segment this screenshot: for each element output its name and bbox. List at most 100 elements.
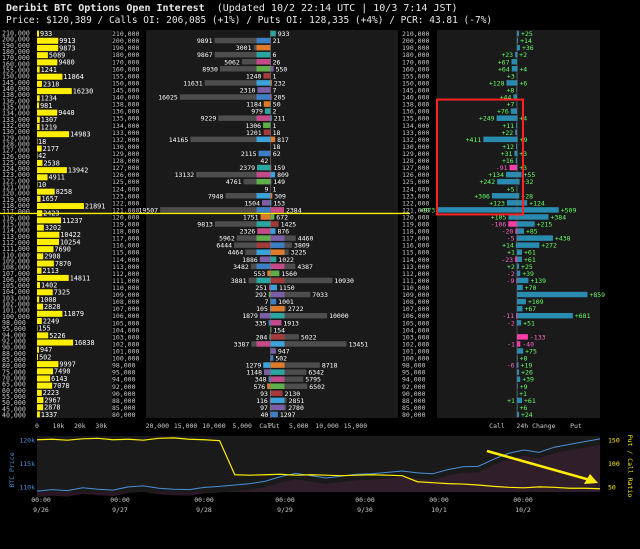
strike-label-right: 145,000 xyxy=(402,86,429,94)
put-change-bar xyxy=(517,277,529,284)
put-bar-recent xyxy=(270,30,276,37)
put-change-bar xyxy=(517,242,540,248)
put-change-label: +681 xyxy=(575,312,591,320)
strike-label-left: 104,000 xyxy=(2,288,30,296)
call-bar-recent xyxy=(257,228,271,234)
strike-label-right: 104,000 xyxy=(402,326,429,334)
put-oi-label: 933 xyxy=(278,30,290,38)
put-change-bar xyxy=(517,298,526,305)
strike-label-left: 135,000 xyxy=(2,103,30,111)
call-change-label: -91 xyxy=(496,164,508,172)
put-oi-label: 502 xyxy=(275,355,287,363)
callput-xtick: 5,000 xyxy=(289,422,309,430)
total-oi-value: 981 xyxy=(40,102,52,110)
total-oi-value: 9440 xyxy=(58,109,74,117)
call-bar xyxy=(196,171,271,178)
strike-label-mid: 108,000 xyxy=(112,298,139,306)
strike-label-left: 92,000 xyxy=(2,338,26,346)
put-change-bar xyxy=(517,270,521,277)
trend-arrow xyxy=(486,449,591,482)
put-oi-label: 26 xyxy=(273,58,281,66)
total-oi-bar xyxy=(37,109,58,116)
call-bar-recent xyxy=(257,87,271,93)
strike-label-mid: 118,000 xyxy=(112,228,139,236)
call-change-label: -9 xyxy=(506,277,514,285)
total-oi-bar xyxy=(37,346,40,353)
put-oi-label: 18 xyxy=(273,129,281,137)
put-bar xyxy=(270,369,307,375)
change-panel: 210,000 +25 200,000 +14 190,000 +36 180,000 +23… xyxy=(402,30,605,430)
call-oi-label: 16025 xyxy=(158,94,178,102)
call-bar xyxy=(236,235,271,241)
total-oi-bar xyxy=(37,138,38,145)
put-change-label: +61 xyxy=(524,397,536,405)
put-oi-label: 876 xyxy=(277,228,289,236)
put-oi-label: 2780 xyxy=(288,404,304,412)
callput-xtick: Put xyxy=(268,422,280,430)
put-change-bar xyxy=(517,150,518,157)
total-oi-bar xyxy=(37,267,42,274)
call-bar-recent xyxy=(256,51,271,58)
put-bar-recent xyxy=(270,94,272,100)
put-change-label: +6 xyxy=(519,79,527,87)
total-oi-bar xyxy=(37,361,59,368)
call-bar-recent xyxy=(256,277,271,284)
call-oi-label: 93 xyxy=(260,390,268,398)
call-bar-recent xyxy=(269,334,271,340)
strike-label-mid: 98,000 xyxy=(112,362,136,370)
strike-label-left: 105,000 xyxy=(2,282,30,290)
history-xtick-time: 00:00 xyxy=(513,496,533,504)
call-bar-recent xyxy=(268,320,271,326)
put-bar-recent xyxy=(270,341,285,347)
put-oi-label: 8718 xyxy=(322,362,338,370)
strike-label-right: 190,000 xyxy=(402,44,429,52)
strike-label-right: 113,000 xyxy=(402,263,429,271)
strike-label-right: 125,000 xyxy=(402,178,429,186)
put-oi-label: 50 xyxy=(273,101,281,109)
put-bar-recent xyxy=(270,312,285,319)
history-xtick-date: 10/2 xyxy=(515,506,531,514)
history-xtick-time: 00:00 xyxy=(429,496,449,504)
put-bar-recent xyxy=(270,178,272,185)
call-bar-recent xyxy=(256,207,271,213)
strike-label-left: 55,000 xyxy=(2,393,26,401)
call-change-label: -106 xyxy=(491,221,507,229)
change-xlabel-call: Call xyxy=(489,422,505,430)
total-oi-bar xyxy=(37,181,38,188)
call-change-bar xyxy=(506,80,517,86)
strike-label-mid: 88,000 xyxy=(112,397,136,405)
strike-label-right: 210,000 xyxy=(402,30,429,38)
strike-label-mid: 85,000 xyxy=(112,404,136,412)
strike-label-mid: 106,000 xyxy=(112,312,139,320)
put-oi-label: 3225 xyxy=(291,249,307,257)
strike-label-mid: 126,000 xyxy=(112,171,139,179)
call-oi-label: 3387 xyxy=(234,340,250,348)
strike-label-right: 128,000 xyxy=(402,157,429,165)
put-change-bar xyxy=(517,249,523,255)
call-change-bar xyxy=(515,157,517,164)
total-oi-value: 1337 xyxy=(41,411,57,419)
price-ylabel: BTC Price xyxy=(8,452,16,487)
put-oi-label: 6 xyxy=(273,51,277,59)
strike-label-right: 132,000 xyxy=(402,136,429,144)
strike-label-left: 60,000 xyxy=(2,387,26,395)
call-change-label: -23 xyxy=(501,256,513,264)
total-oi-bar xyxy=(37,217,62,224)
total-oi-bar xyxy=(37,174,48,181)
put-change-label: +2 xyxy=(519,51,527,59)
total-oi-value: 947 xyxy=(40,346,52,354)
strike-label-mid: 122,000 xyxy=(112,199,139,207)
call-bar-recent xyxy=(261,200,271,206)
call-change-label: -2 xyxy=(507,319,515,327)
strike-label-right: 108,000 xyxy=(402,298,429,306)
call-change-label: +1 xyxy=(507,249,515,257)
strike-label-left: 119,000 xyxy=(2,196,30,204)
put-oi-label: 3809 xyxy=(294,242,310,250)
price-ytick: 110k xyxy=(19,483,35,491)
total-oi-bar xyxy=(37,238,59,245)
total-oi-value: 6143 xyxy=(51,375,67,383)
put-oi-label: 205 xyxy=(274,94,286,102)
put-change-bar xyxy=(517,228,524,234)
strike-label-mid: 129,000 xyxy=(112,150,139,158)
put-bar-recent xyxy=(270,136,276,143)
